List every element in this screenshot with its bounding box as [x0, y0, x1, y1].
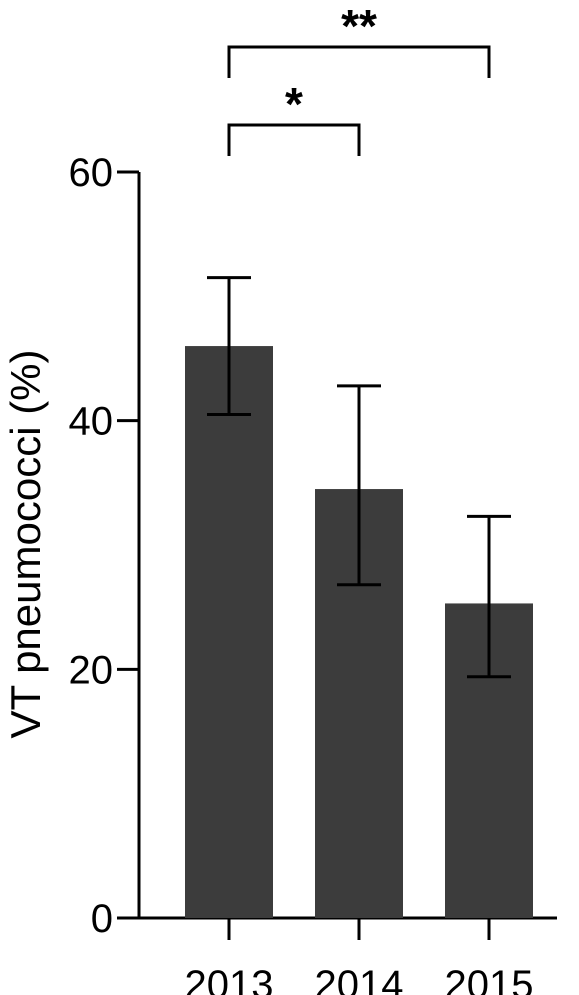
y-tick-label: 0 — [91, 897, 113, 941]
x-tick-label: 2015 — [445, 963, 534, 995]
x-tick-label: 2013 — [185, 963, 274, 995]
bar — [185, 346, 273, 919]
y-tick-label: 40 — [69, 400, 114, 444]
significance-bracket — [227, 123, 361, 156]
y-tick-label: 20 — [69, 648, 114, 692]
y-axis-label: VT pneumococci (%) — [2, 349, 49, 738]
significance-bracket — [227, 45, 491, 78]
significance-label: * — [285, 78, 303, 130]
y-ticks: 0 20 40 60 — [69, 151, 139, 941]
y-tick-label: 60 — [69, 151, 114, 195]
significance-label: ** — [341, 0, 377, 52]
significance-brackets: *** — [227, 0, 491, 156]
x-tick-labels: 2013 2014 2015 — [185, 918, 534, 995]
error-bars — [207, 276, 511, 679]
x-tick-label: 2014 — [315, 963, 404, 995]
